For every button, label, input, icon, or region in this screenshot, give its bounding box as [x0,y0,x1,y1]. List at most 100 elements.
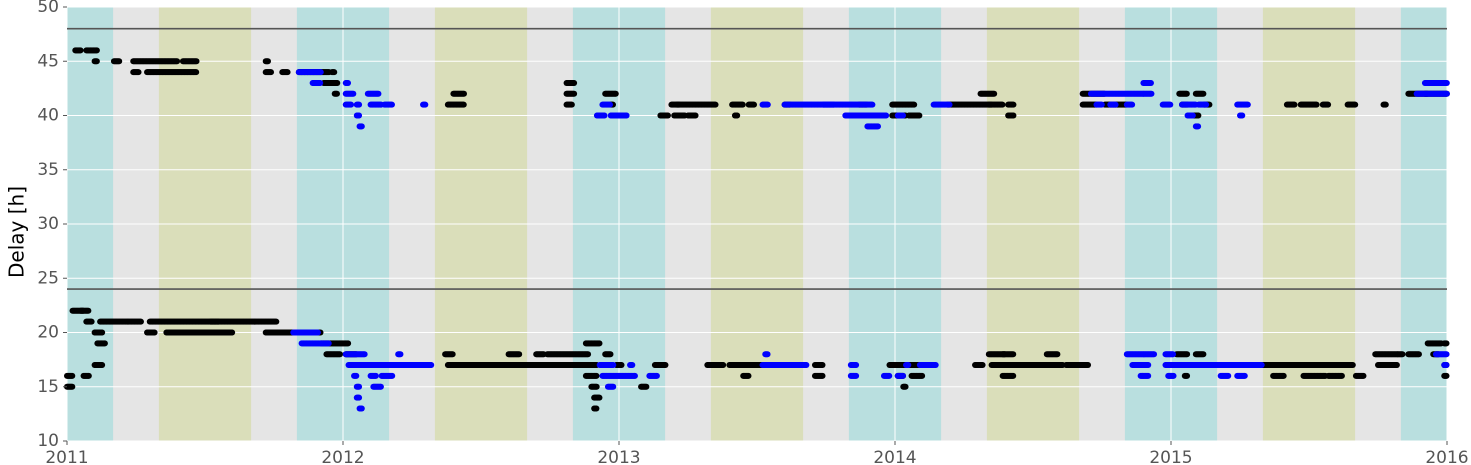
data-point [356,112,363,119]
data-point [358,123,365,130]
data-points [64,47,1450,412]
data-point [764,101,771,108]
data-point [314,329,321,336]
data-point [1280,372,1287,379]
data-point [1203,101,1210,108]
data-point [1443,90,1450,97]
y-tick-label: 35 [37,160,59,180]
data-point [664,112,671,119]
data-point [88,318,95,325]
data-point [571,90,578,97]
data-point [1443,351,1450,358]
data-point [1184,351,1191,358]
data-point [93,58,100,65]
data-point [1010,372,1017,379]
data-point [819,362,826,369]
data-point [388,101,395,108]
data-point [629,362,636,369]
data-point [979,362,986,369]
data-point [610,383,617,390]
data-point [174,58,181,65]
data-point [612,90,619,97]
data-point [337,351,344,358]
data-point [1167,101,1174,108]
data-point [739,101,746,108]
data-point [900,112,907,119]
data-point [69,383,76,390]
data-point [1349,362,1356,369]
data-point [1313,101,1320,108]
data-point [1393,362,1400,369]
data-point [585,351,592,358]
data-point [348,101,355,108]
data-point [1129,101,1136,108]
data-point [353,372,360,379]
data-point [631,372,638,379]
data-point [333,90,340,97]
y-tick-label: 30 [37,214,59,234]
data-point [361,351,368,358]
data-point [389,372,396,379]
data-point [1189,112,1196,119]
data-point [85,372,92,379]
x-tick-label: 2012 [321,448,364,465]
y-tick-label: 25 [37,268,59,288]
x-tick-label: 2014 [873,448,916,465]
data-point [1415,351,1422,358]
data-point [356,383,363,390]
data-point [137,318,144,325]
data-point [372,372,379,379]
data-point [345,79,352,86]
data-point [356,394,363,401]
data-point [571,79,578,86]
data-point [1145,362,1152,369]
data-point [516,351,523,358]
data-point [1291,101,1298,108]
y-tick-label: 45 [37,51,59,71]
data-point [1145,372,1152,379]
data-point [193,69,200,76]
data-point [819,372,826,379]
data-point [77,47,84,54]
data-point [317,79,324,86]
data-point [422,101,429,108]
data-point [1148,90,1155,97]
data-point [1183,90,1190,97]
data-point [1170,351,1177,358]
data-point [264,58,271,65]
data-point [869,101,876,108]
data-point [334,79,341,86]
plot-area [64,6,1450,442]
data-point [610,362,617,369]
data-point [135,69,142,76]
data-point [751,101,758,108]
data-point [886,372,893,379]
data-point [900,372,907,379]
data-point [853,372,860,379]
data-point [1200,90,1207,97]
data-point [932,362,939,369]
x-tick-label: 2015 [1149,448,1192,465]
data-point [653,372,660,379]
data-point [618,362,625,369]
data-point [803,362,810,369]
data-point [284,69,291,76]
data-point [991,90,998,97]
data-point [853,362,860,369]
data-point [593,383,600,390]
data-point [596,394,603,401]
data-point [999,101,1006,108]
y-axis: 10 15 20 25 30 35 40 45 50 [37,0,67,451]
data-point [623,112,630,119]
data-point [874,123,881,130]
data-point [268,69,275,76]
data-point [1443,362,1450,369]
data-point [601,112,608,119]
data-point [1195,123,1202,130]
data-point [317,69,324,76]
data-point [1325,101,1332,108]
x-axis: 2011 2012 2013 2014 2015 2016 [45,441,1469,465]
data-point [193,58,200,65]
data-point [911,101,918,108]
data-point [1360,372,1367,379]
